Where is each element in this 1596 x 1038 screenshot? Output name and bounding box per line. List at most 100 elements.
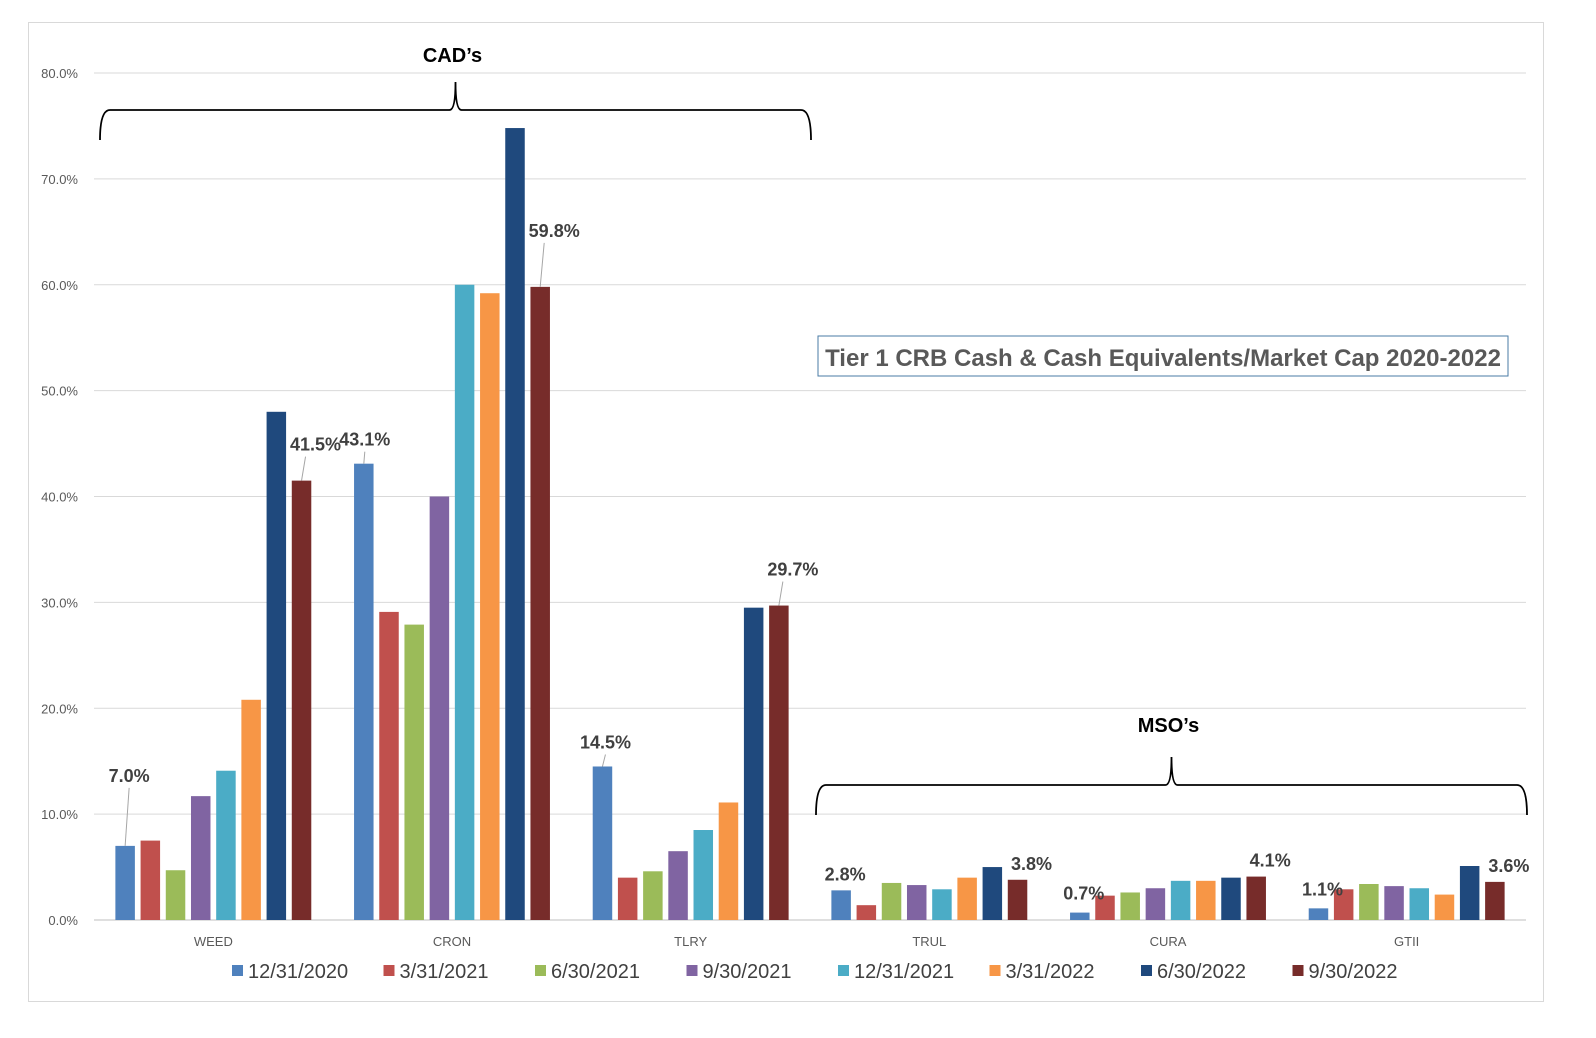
y-tick-label: 70.0% xyxy=(41,172,78,187)
bar xyxy=(1070,912,1090,920)
bar xyxy=(1434,894,1455,920)
bar xyxy=(429,496,450,920)
chart-title-border xyxy=(817,335,1509,377)
bar xyxy=(1007,879,1028,920)
bar xyxy=(1359,884,1379,920)
x-tick-label: GTII xyxy=(1394,934,1419,949)
bar xyxy=(1196,880,1216,920)
data-label: 43.1% xyxy=(339,430,390,450)
y-tick-label: 50.0% xyxy=(41,384,78,399)
chart-title-box: Tier 1 CRB Cash & Cash Equivalents/Marke… xyxy=(817,335,1509,377)
bar xyxy=(932,889,952,920)
bar xyxy=(831,890,851,920)
bar xyxy=(1246,876,1266,920)
data-label: 14.5% xyxy=(580,732,631,752)
data-label: 29.7% xyxy=(767,560,818,580)
bar xyxy=(1333,889,1354,920)
bar xyxy=(165,870,186,920)
bar xyxy=(592,766,613,920)
bar xyxy=(454,284,475,920)
data-labels: 7.0% 41.5%43.1% 59.8% 14.5% 29.7% 2.8% 3.8% 0.7… xyxy=(109,221,1530,904)
data-label: 0.7% xyxy=(1063,884,1104,904)
bar xyxy=(617,877,638,920)
gridlines xyxy=(94,72,1526,921)
x-tick-label: TLRY xyxy=(674,934,707,949)
data-label: 1.1% xyxy=(1302,879,1343,899)
y-axis-ticks: 0.0% 10.0% 20.0% 30.0% 40.0% 50.0% 60.0% 70.0% 8… xyxy=(41,66,78,928)
bar xyxy=(668,851,688,920)
data-label: 59.8% xyxy=(529,221,580,241)
bar xyxy=(291,480,312,920)
bar xyxy=(190,796,211,920)
bar xyxy=(266,411,287,920)
x-tick-label: TRUL xyxy=(912,934,946,949)
data-label: 2.8% xyxy=(825,864,866,884)
leader-line xyxy=(363,451,366,464)
bar xyxy=(1120,892,1140,920)
legend-swatch xyxy=(686,965,698,976)
bar xyxy=(505,128,525,920)
bar xyxy=(1145,888,1166,920)
bar xyxy=(906,885,927,920)
y-tick-label: 30.0% xyxy=(41,595,78,610)
bar xyxy=(480,293,500,921)
group-bracket xyxy=(99,81,812,141)
bar xyxy=(1459,866,1480,920)
x-tick-label: CURA xyxy=(1150,934,1187,949)
legend-swatch xyxy=(232,965,243,976)
bar xyxy=(643,871,663,920)
bar xyxy=(743,607,764,920)
bar xyxy=(769,605,789,920)
y-tick-label: 80.0% xyxy=(41,66,78,81)
bar xyxy=(982,867,1003,920)
legend-swatch xyxy=(1141,965,1152,976)
bar xyxy=(115,845,135,920)
x-axis-labels: WEED CRON TLRY TRUL CURA GTII xyxy=(194,934,1419,949)
group-label: CAD’s xyxy=(423,45,482,67)
y-tick-label: 40.0% xyxy=(41,490,78,505)
bar xyxy=(881,882,902,920)
y-tick-label: 60.0% xyxy=(41,278,78,293)
leader-line xyxy=(539,242,545,287)
bar xyxy=(957,877,977,920)
legend-swatch xyxy=(383,965,395,976)
legend-entry: 12/31/2021 xyxy=(854,961,954,983)
data-label: 41.5% xyxy=(290,435,341,455)
bar xyxy=(693,830,714,920)
chart-frame xyxy=(28,22,1544,1002)
data-label: 4.1% xyxy=(1250,851,1291,871)
bar xyxy=(404,624,424,920)
bar xyxy=(1308,908,1329,920)
bar xyxy=(1384,886,1404,920)
leader-line xyxy=(601,754,606,767)
legend-entry: 9/30/2022 xyxy=(1309,961,1398,983)
data-label: 3.8% xyxy=(1011,854,1052,874)
bar xyxy=(354,463,374,920)
legend-entry: 9/30/2021 xyxy=(703,961,792,983)
data-label: 3.6% xyxy=(1488,856,1529,876)
group-bracket xyxy=(815,756,1528,816)
bar xyxy=(718,802,739,920)
bar xyxy=(241,699,261,920)
bar xyxy=(856,905,877,920)
legend-swatch xyxy=(989,965,1001,976)
bar xyxy=(1485,881,1505,920)
bars xyxy=(115,128,1505,921)
bar xyxy=(140,840,161,920)
legend-swatch xyxy=(535,965,546,976)
group-brackets: CAD’s MSO’s xyxy=(99,45,1528,816)
legend-entry: 6/30/2022 xyxy=(1157,961,1246,983)
bar xyxy=(1170,880,1191,920)
y-tick-label: 10.0% xyxy=(41,807,78,822)
bar xyxy=(530,286,550,920)
legend: 12/31/2020 3/31/2021 6/30/2021 9/30/2021 12/… xyxy=(232,961,1397,983)
x-tick-label: CRON xyxy=(433,934,471,949)
bar xyxy=(1095,895,1115,920)
legend-entry: 12/31/2020 xyxy=(248,961,348,983)
legend-entry: 6/30/2021 xyxy=(551,961,640,983)
bar xyxy=(1409,888,1430,920)
legend-swatch xyxy=(1292,965,1304,976)
group-label: MSO’s xyxy=(1138,715,1200,737)
y-tick-label: 0.0% xyxy=(48,913,78,928)
